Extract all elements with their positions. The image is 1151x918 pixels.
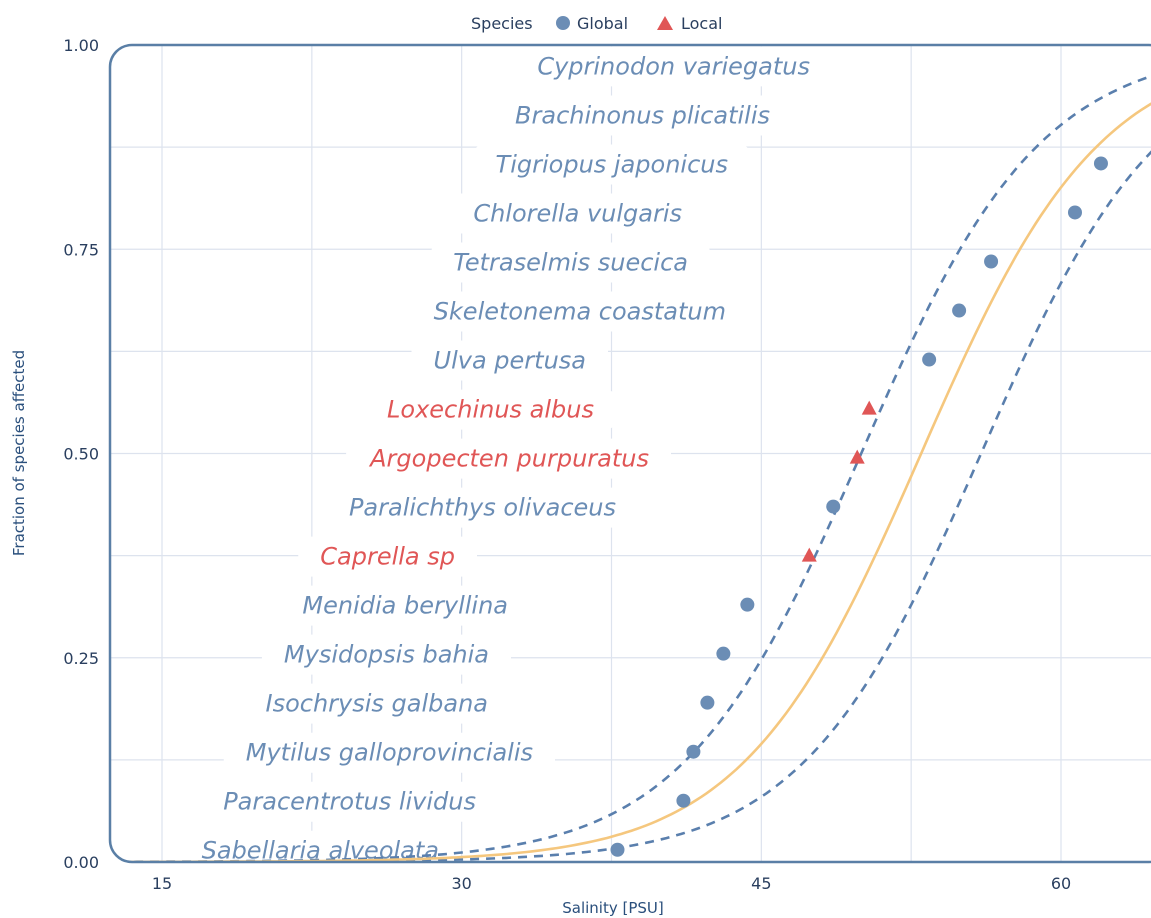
y-tick-label: 0.00 bbox=[63, 853, 99, 872]
y-tick-label: 1.00 bbox=[63, 36, 99, 55]
global-point bbox=[716, 646, 731, 661]
global-point bbox=[610, 842, 625, 857]
x-tick-label: 30 bbox=[451, 874, 471, 893]
species-label-background bbox=[473, 144, 750, 185]
legend-global-label: Global bbox=[577, 14, 628, 33]
species-label: Argopecten purpuratus bbox=[368, 445, 649, 473]
species-label: Paracentrotus lividus bbox=[223, 788, 476, 816]
local-point bbox=[801, 547, 817, 562]
species-label: Mytilus galloprovincialis bbox=[246, 739, 533, 767]
species-label-background bbox=[411, 291, 748, 332]
legend-title: Species bbox=[471, 14, 533, 33]
species-label-background bbox=[298, 536, 477, 577]
species-label: Ulva pertusa bbox=[434, 347, 586, 375]
global-point bbox=[952, 303, 967, 318]
species-label: Menidia beryllina bbox=[302, 592, 508, 620]
y-axis-title: Fraction of species affected bbox=[10, 350, 28, 556]
global-point bbox=[740, 597, 755, 612]
species-label-background bbox=[493, 95, 792, 136]
x-tick-label: 15 bbox=[152, 874, 172, 893]
species-label-background bbox=[223, 732, 555, 773]
species-label: Chlorella vulgaris bbox=[473, 199, 682, 227]
species-label-background bbox=[431, 242, 710, 283]
global-point bbox=[826, 499, 841, 514]
plot-frame bbox=[108, 43, 1151, 864]
y-tick-label: 0.25 bbox=[63, 649, 99, 668]
species-label-background bbox=[261, 634, 511, 675]
species-label-background bbox=[326, 487, 638, 528]
species-label: Caprella sp bbox=[320, 543, 455, 571]
local-point bbox=[849, 449, 865, 464]
species-label: Paralichthys olivaceus bbox=[349, 494, 616, 522]
species-label: Isochrysis galbana bbox=[265, 690, 488, 718]
species-label-background bbox=[515, 46, 832, 87]
x-tick-label: 60 bbox=[1051, 874, 1071, 893]
global-point bbox=[1067, 205, 1082, 220]
species-label-background bbox=[280, 585, 530, 626]
legend-local-marker bbox=[657, 16, 673, 30]
species-label: Tetraselmis suecica bbox=[453, 249, 688, 277]
legend: Species Global Local bbox=[471, 14, 722, 33]
species-label: Loxechinus albus bbox=[387, 396, 594, 424]
species-label-background bbox=[451, 193, 704, 234]
legend-global-marker bbox=[556, 16, 570, 30]
global-point bbox=[922, 352, 937, 367]
species-label-background bbox=[243, 683, 510, 724]
species-label: Skeletonema coastatum bbox=[434, 298, 726, 326]
local-point bbox=[861, 400, 877, 415]
global-point bbox=[676, 793, 691, 808]
species-label-background bbox=[201, 781, 498, 822]
global-point bbox=[686, 744, 701, 759]
species-label-background bbox=[365, 389, 616, 430]
global-point bbox=[700, 695, 715, 710]
y-tick-label: 0.50 bbox=[63, 445, 99, 464]
global-point bbox=[984, 254, 999, 269]
species-label: Tigriopus japonicus bbox=[496, 150, 728, 178]
x-axis-title: Salinity [PSU] bbox=[562, 899, 664, 917]
species-label-background bbox=[346, 438, 671, 479]
y-tick-label: 0.75 bbox=[63, 240, 99, 259]
legend-local-label: Local bbox=[681, 14, 722, 33]
axis-ticks: 15 30 45 60 0.00 0.25 0.50 0.75 1.00 bbox=[63, 36, 1071, 893]
species-label-background bbox=[411, 340, 608, 381]
species-label: Mysidopsis bahia bbox=[284, 641, 489, 669]
x-tick-label: 45 bbox=[751, 874, 771, 893]
global-point bbox=[1093, 156, 1108, 171]
species-label: Cyprinodon variegatus bbox=[537, 52, 810, 80]
species-label: Brachinonus plicatilis bbox=[515, 101, 770, 129]
